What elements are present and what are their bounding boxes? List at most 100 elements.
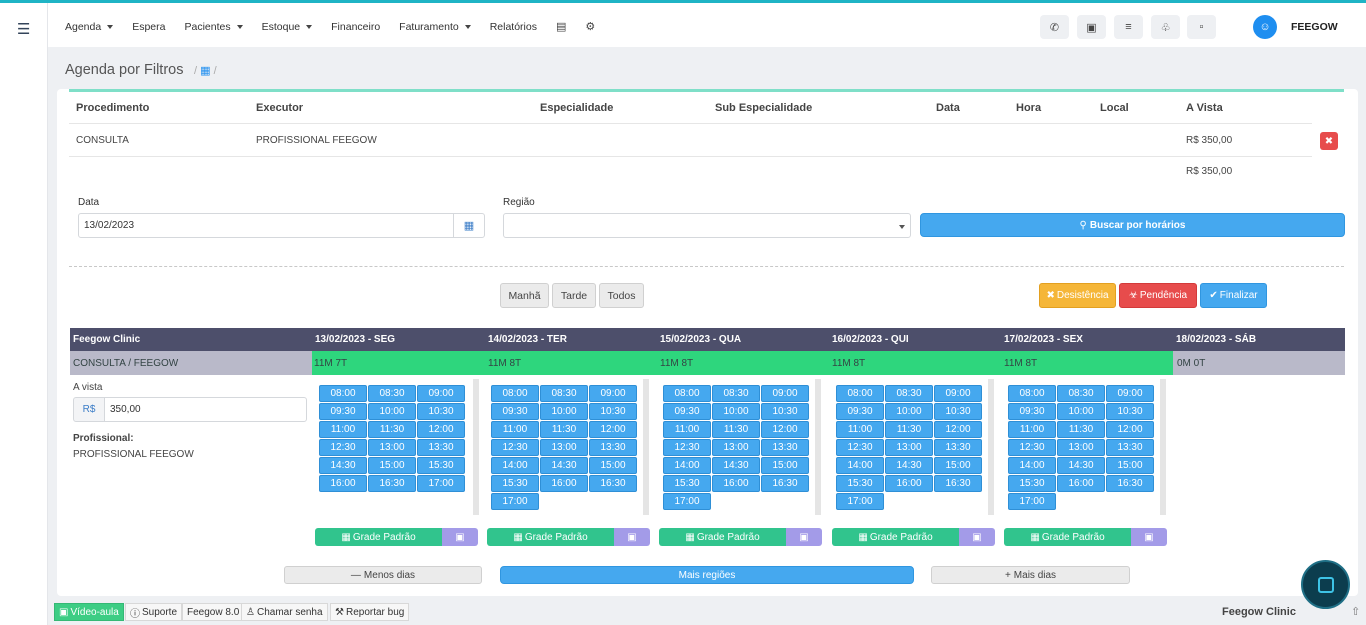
time-slot[interactable]: 08:00 [836,385,884,402]
time-slot[interactable]: 12:00 [1106,421,1154,438]
mais-regioes-button[interactable]: Mais regiões [500,566,914,584]
time-slot[interactable]: 12:00 [934,421,982,438]
slot-scrollbar[interactable] [473,379,479,515]
time-slot[interactable]: 11:30 [368,421,416,438]
time-slot[interactable]: 11:00 [491,421,539,438]
time-slot[interactable]: 09:30 [663,403,711,420]
time-slot[interactable]: 08:30 [540,385,588,402]
pendencia-button[interactable]: ☣ Pendência [1119,283,1197,308]
time-slot[interactable]: 13:00 [885,439,933,456]
user-avatar-icon[interactable]: ☺ [1253,15,1277,39]
time-slot[interactable]: 13:30 [1106,439,1154,456]
regiao-select[interactable] [503,213,911,238]
time-slot[interactable]: 12:00 [761,421,809,438]
time-slot[interactable]: 14:30 [712,457,760,474]
time-slot[interactable]: 14:30 [1057,457,1105,474]
time-slot[interactable]: 11:00 [319,421,367,438]
time-slot[interactable]: 15:00 [1106,457,1154,474]
menu-espera[interactable]: Espera [132,21,165,33]
time-slot[interactable]: 12:30 [663,439,711,456]
time-slot[interactable]: 14:30 [319,457,367,474]
time-slot[interactable]: 10:00 [540,403,588,420]
phone-icon[interactable]: ✆ [1040,15,1069,39]
time-slot[interactable]: 17:00 [663,493,711,510]
slot-scrollbar[interactable] [988,379,994,515]
time-slot[interactable]: 10:30 [1106,403,1154,420]
time-slot[interactable]: 09:00 [1106,385,1154,402]
time-slot[interactable]: 09:30 [491,403,539,420]
calendar-icon[interactable]: ▦ [200,65,211,77]
time-slot[interactable]: 11:00 [836,421,884,438]
time-slot[interactable]: 16:00 [540,475,588,492]
time-slot[interactable]: 11:00 [663,421,711,438]
slot-scrollbar[interactable] [815,379,821,515]
time-slot[interactable]: 08:00 [491,385,539,402]
time-slot[interactable]: 14:00 [491,457,539,474]
time-slot[interactable]: 10:00 [712,403,760,420]
time-slot[interactable]: 11:30 [885,421,933,438]
delete-row-button[interactable]: ✖ [1320,132,1338,150]
time-slot[interactable]: 15:30 [417,457,465,474]
time-slot[interactable]: 09:00 [761,385,809,402]
time-slot[interactable]: 09:30 [1008,403,1056,420]
hamburger-icon[interactable]: ☰ [17,21,31,38]
time-slot[interactable]: 15:00 [934,457,982,474]
time-slot[interactable]: 15:00 [761,457,809,474]
time-slot[interactable]: 14:00 [1008,457,1056,474]
grade-padrao-button[interactable]: ▦ Grade Padrão [487,528,614,546]
time-slot[interactable]: 17:00 [836,493,884,510]
time-slot[interactable]: 13:00 [540,439,588,456]
chamar-senha-button[interactable]: ♙ Chamar senha [241,603,328,621]
bell-icon[interactable]: ♧ [1151,15,1180,39]
time-slot[interactable]: 16:30 [589,475,637,492]
search-button[interactable]: ⚲ Buscar por horários [920,213,1345,237]
time-slot[interactable]: 08:00 [1008,385,1056,402]
calendar-add-icon[interactable]: ▣ [1131,528,1167,546]
time-slot[interactable]: 12:30 [836,439,884,456]
time-slot[interactable]: 11:30 [540,421,588,438]
chat-icon[interactable]: ▫ [1187,15,1216,39]
time-slot[interactable]: 15:00 [589,457,637,474]
grade-padrao-button[interactable]: ▦ Grade Padrão [832,528,959,546]
time-slot[interactable]: 17:00 [417,475,465,492]
time-slot[interactable]: 16:30 [1106,475,1154,492]
calendar-add-icon[interactable]: ▣ [614,528,650,546]
user-name[interactable]: FEEGOW [1291,21,1338,33]
menu-estoque[interactable]: Estoque [262,21,313,33]
scroll-up-icon[interactable]: ⇧ [1351,606,1361,618]
desistencia-button[interactable]: ✖ Desistência [1039,283,1116,308]
time-slot[interactable]: 09:00 [934,385,982,402]
calendar-add-icon[interactable]: ▣ [959,528,995,546]
time-slot[interactable]: 08:30 [712,385,760,402]
time-slot[interactable]: 14:00 [836,457,884,474]
time-slot[interactable]: 13:30 [589,439,637,456]
time-slot[interactable]: 10:30 [589,403,637,420]
time-slot[interactable]: 08:30 [885,385,933,402]
time-slot[interactable]: 10:00 [885,403,933,420]
time-slot[interactable]: 15:30 [1008,475,1056,492]
time-slot[interactable]: 08:30 [1057,385,1105,402]
grade-padrao-button[interactable]: ▦ Grade Padrão [659,528,786,546]
time-slot[interactable]: 08:30 [368,385,416,402]
time-slot[interactable]: 13:30 [417,439,465,456]
time-slot[interactable]: 09:00 [589,385,637,402]
finalizar-button[interactable]: ✔ Finalizar [1200,283,1267,308]
time-slot[interactable]: 14:00 [663,457,711,474]
time-slot[interactable]: 15:30 [491,475,539,492]
suporte-button[interactable]: ⓘ Suporte [125,603,183,621]
grade-padrao-button[interactable]: ▦ Grade Padrão [1004,528,1131,546]
period-tarde[interactable]: Tarde [552,283,596,308]
time-slot[interactable]: 10:00 [1057,403,1105,420]
mais-dias-button[interactable]: + Mais dias [931,566,1130,584]
time-slot[interactable]: 11:30 [1057,421,1105,438]
time-slot[interactable]: 10:30 [934,403,982,420]
slot-scrollbar[interactable] [643,379,649,515]
time-slot[interactable]: 13:00 [368,439,416,456]
time-slot[interactable]: 10:00 [368,403,416,420]
time-slot[interactable]: 16:30 [368,475,416,492]
time-slot[interactable]: 11:00 [1008,421,1056,438]
time-slot[interactable]: 10:30 [761,403,809,420]
time-slot[interactable]: 13:30 [934,439,982,456]
inbox-icon[interactable]: ▣ [1077,15,1106,39]
time-slot[interactable]: 16:00 [1057,475,1105,492]
